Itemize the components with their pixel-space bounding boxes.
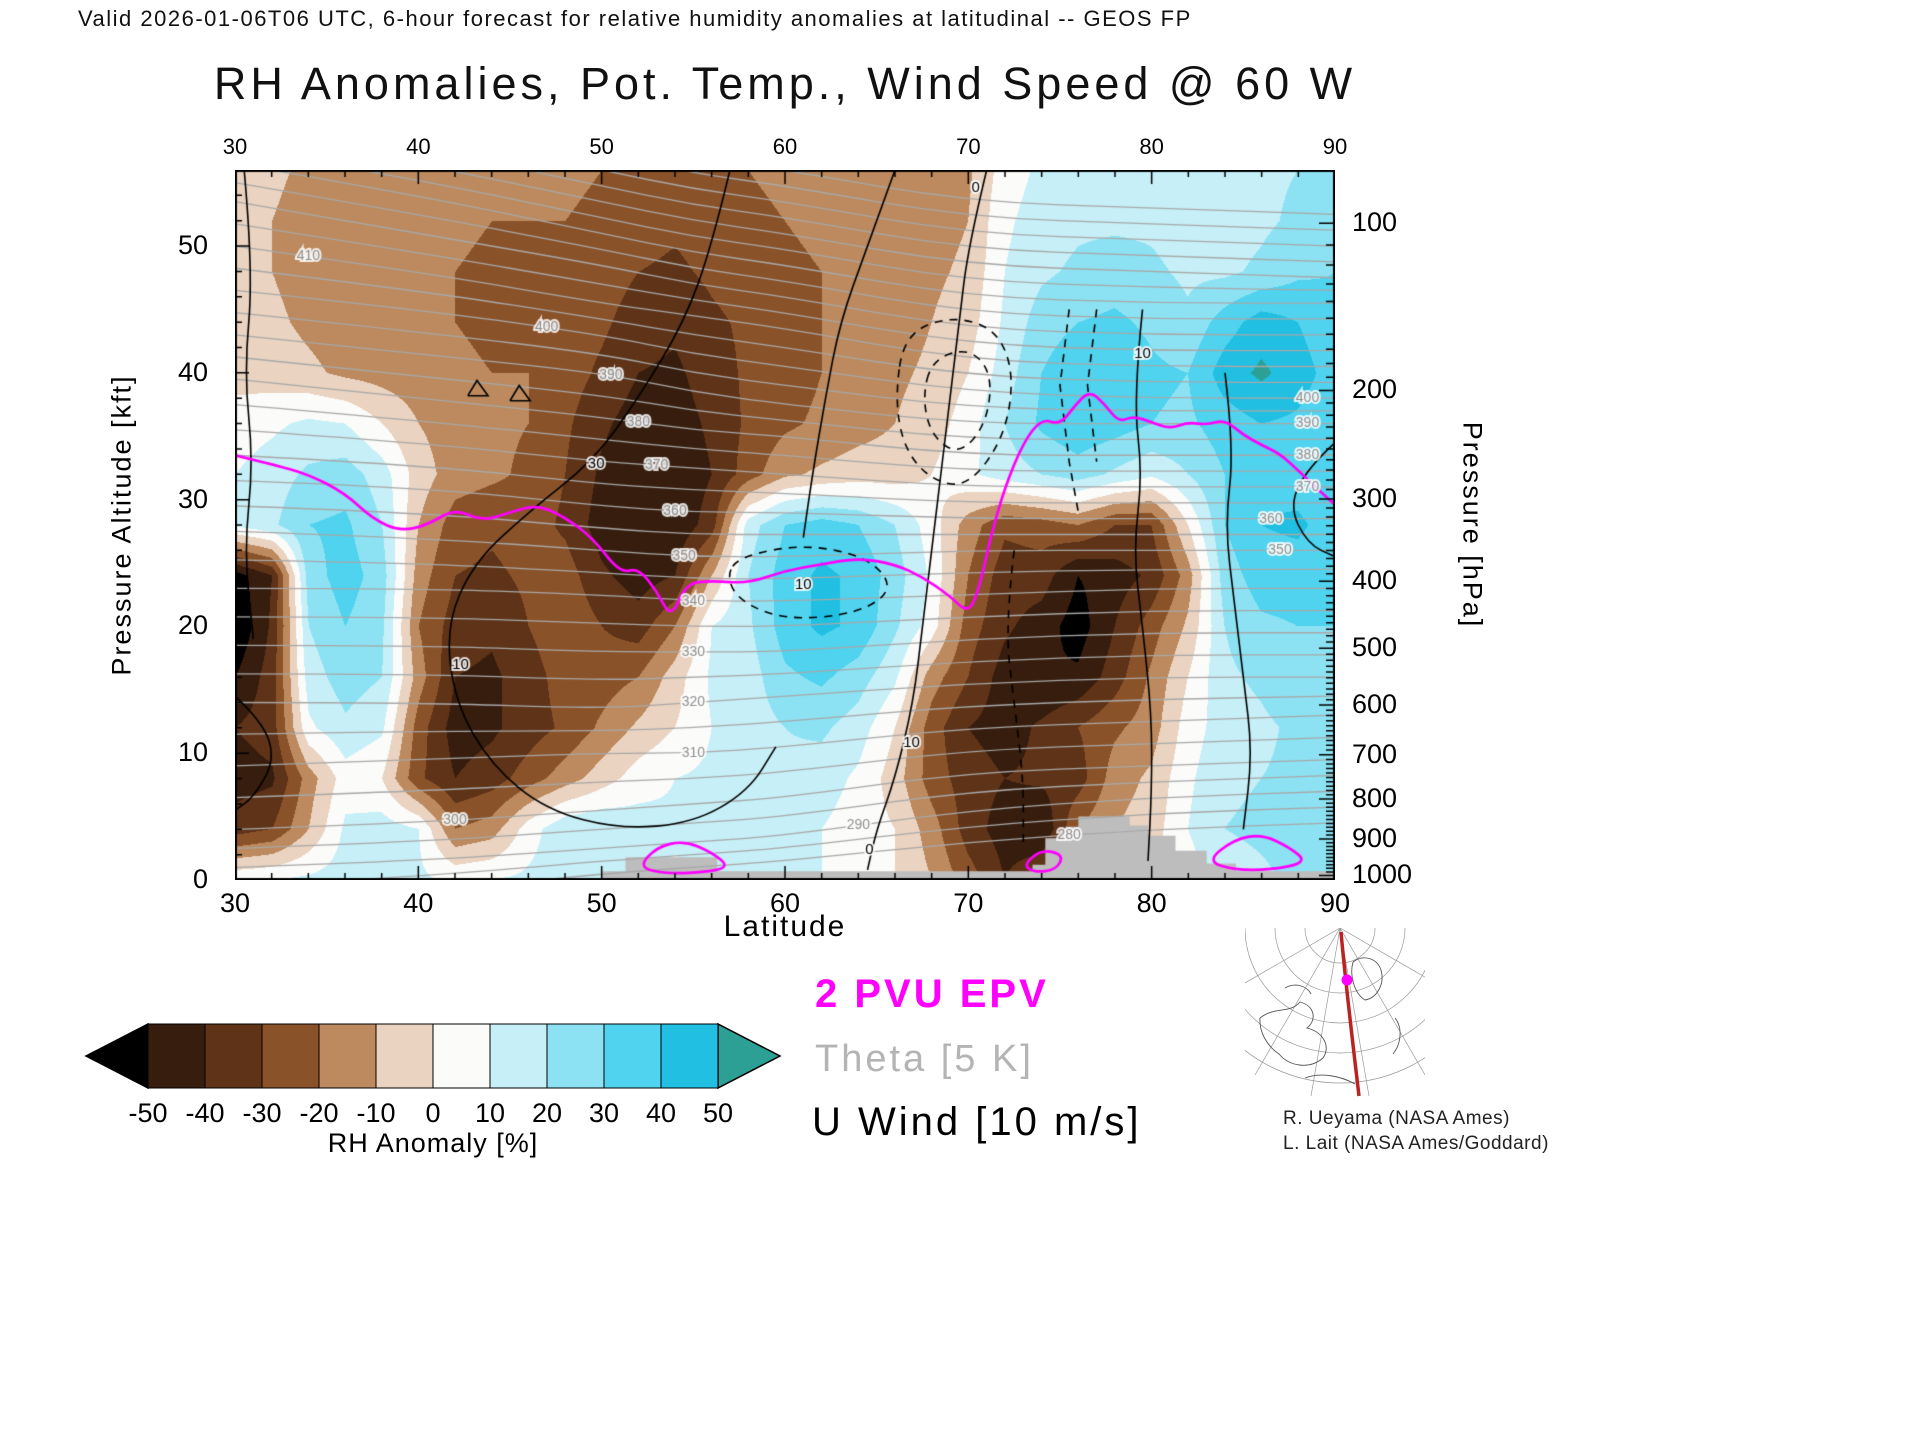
y-right-tick-label: 100 bbox=[1352, 207, 1398, 238]
colorbar-cell bbox=[660, 1023, 719, 1089]
page-title: RH Anomalies, Pot. Temp., Wind Speed @ 6… bbox=[213, 58, 1357, 109]
cross-section-location-dot bbox=[1341, 974, 1353, 986]
x-tick-label-top: 40 bbox=[406, 134, 431, 159]
y-right-tick-label: 600 bbox=[1352, 689, 1398, 720]
credit-line-1: R. Ueyama (NASA Ames) bbox=[1283, 1108, 1510, 1129]
colorbar-tick-label: -50 bbox=[128, 1098, 168, 1128]
y-left-tick-label: 50 bbox=[177, 230, 208, 261]
credit-line-2: L. Lait (NASA Ames/Goddard) bbox=[1283, 1133, 1549, 1154]
colorbar-arrow bbox=[717, 1022, 782, 1090]
colorbar-tick-label: 50 bbox=[702, 1098, 734, 1128]
x-tick-label-top: 60 bbox=[772, 134, 798, 159]
y-axis-left-title: Pressure Altitude [kft] bbox=[106, 374, 137, 676]
cross-section-plot bbox=[235, 170, 1335, 880]
map-inset bbox=[1245, 928, 1425, 1097]
colorbar-gradient bbox=[84, 1022, 782, 1090]
meridian-60w-line bbox=[1339, 931, 1361, 1097]
legend-theta: Theta [5 K] bbox=[815, 1038, 1034, 1080]
y-right-tick-label: 700 bbox=[1352, 738, 1398, 769]
rh-anomaly-heatmap-canvas bbox=[235, 170, 1335, 880]
validity-header: Valid 2026-01-06T06 UTC, 6-hour forecast… bbox=[78, 6, 1192, 31]
y-right-tick-label: 200 bbox=[1352, 374, 1398, 405]
colorbar-tick-label: -40 bbox=[185, 1098, 225, 1128]
y-left-tick-label: 30 bbox=[177, 483, 208, 514]
y-left-tick-label: 40 bbox=[177, 356, 208, 387]
y-left-tick-label: 20 bbox=[177, 610, 208, 641]
colorbar-tick-label: -10 bbox=[356, 1098, 396, 1128]
x-tick-label-top: 50 bbox=[589, 134, 614, 159]
x-tick-label-top: 90 bbox=[1322, 134, 1348, 159]
y-left-tick-label: 10 bbox=[177, 737, 208, 768]
x-tick-label-top: 70 bbox=[956, 134, 981, 159]
x-tick-label-top: 30 bbox=[222, 134, 248, 159]
colorbar-tick-label: 20 bbox=[531, 1098, 563, 1128]
y-left-tick-label: 0 bbox=[192, 864, 208, 894]
y-right-tick-label: 900 bbox=[1352, 822, 1398, 853]
colorbar-arrow bbox=[84, 1022, 149, 1090]
map-coastlines bbox=[1259, 957, 1401, 1085]
colorbar-cell bbox=[432, 1023, 491, 1089]
y-right-tick-label: 400 bbox=[1352, 565, 1398, 596]
colorbar-tick-label: 0 bbox=[425, 1098, 441, 1128]
colorbar-cell bbox=[489, 1023, 548, 1089]
colorbar-tick-label: 30 bbox=[588, 1098, 620, 1128]
legend-epv: 2 PVU EPV bbox=[815, 972, 1049, 1016]
colorbar-tick-label: 40 bbox=[645, 1098, 677, 1128]
y-right-tick-label: 800 bbox=[1352, 782, 1398, 813]
x-axis-title: Latitude bbox=[723, 910, 847, 943]
colorbar-cell bbox=[204, 1023, 263, 1089]
colorbar-tick-label: -30 bbox=[242, 1098, 282, 1128]
y-right-tick-label: 500 bbox=[1352, 632, 1398, 663]
y-right-tick-label: 1000 bbox=[1352, 859, 1413, 890]
colorbar-tick-label: -20 bbox=[299, 1098, 339, 1128]
legend-uwind: U Wind [10 m/s] bbox=[812, 1100, 1142, 1144]
colorbar-label: RH Anomaly [%] bbox=[327, 1128, 539, 1158]
x-tick-label-top: 80 bbox=[1139, 134, 1164, 159]
colorbar-cell bbox=[603, 1023, 662, 1089]
colorbar-cell bbox=[375, 1023, 434, 1089]
colorbar-cell bbox=[261, 1023, 320, 1089]
map-graticule bbox=[1245, 928, 1425, 1097]
colorbar-cell bbox=[546, 1023, 605, 1089]
colorbar-tick-label: 10 bbox=[474, 1098, 506, 1128]
y-axis-right-title: Pressure [hPa] bbox=[1457, 421, 1488, 629]
y-right-tick-label: 300 bbox=[1352, 482, 1398, 513]
colorbar-cell bbox=[147, 1023, 206, 1089]
colorbar bbox=[83, 1022, 783, 1097]
colorbar-cell bbox=[318, 1023, 377, 1089]
